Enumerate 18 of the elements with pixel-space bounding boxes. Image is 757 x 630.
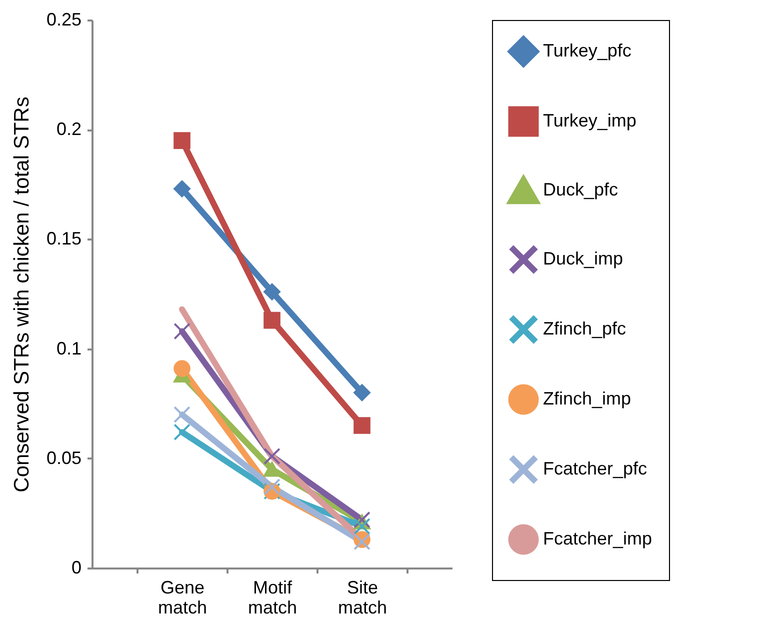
legend-label: Turkey_imp xyxy=(543,110,636,130)
legend-label: Fcatcher_pfc xyxy=(543,458,648,478)
y-tick-label: 0 xyxy=(71,558,82,578)
legend-label: Duck_imp xyxy=(543,248,624,268)
y-tick-label: 0.15 xyxy=(46,228,82,249)
y-tick-label: 0.2 xyxy=(56,119,82,140)
legend-label: Fcatcher_imp xyxy=(543,528,652,548)
legend-label: Zfinch_pfc xyxy=(543,318,626,338)
y-axis-title: Conserved STRs with chicken / total STRs xyxy=(10,96,34,492)
y-tick-label: 0.25 xyxy=(46,10,82,30)
x-tick-label: Motif match xyxy=(248,578,298,618)
y-tick-label: 0.1 xyxy=(56,338,82,358)
y-tick-label: 0.05 xyxy=(46,448,82,468)
legend-label: Turkey_pfc xyxy=(543,40,632,60)
legend-label: Zfinch_imp xyxy=(543,388,632,408)
x-tick-label: Gene match xyxy=(158,578,208,618)
x-tick-label: Site match xyxy=(338,578,388,618)
legend-label: Duck_pfc xyxy=(543,180,618,200)
